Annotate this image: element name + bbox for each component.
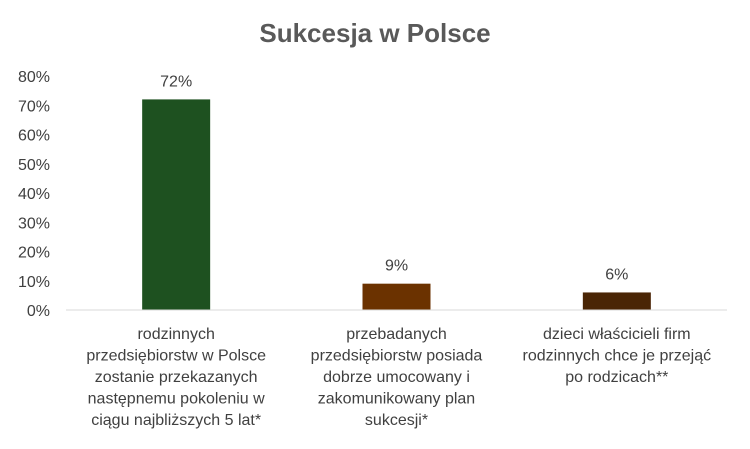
bar	[362, 283, 431, 310]
y-tick-label: 40%	[18, 186, 50, 203]
category-label: przebadanych przedsiębiorstw posiada dobrz…	[311, 326, 483, 429]
y-tick-label: 80%	[18, 69, 50, 86]
category-label-line: następnemu pokoleniu w	[88, 391, 265, 408]
y-tick-label: 10%	[18, 274, 50, 291]
category-label-line: przedsiębiorstw w Polsce	[86, 348, 266, 365]
bar	[582, 292, 651, 310]
data-label: 72%	[160, 73, 192, 90]
category-label-line: przedsiębiorstw posiada	[311, 348, 483, 365]
category-label-line: dobrze umocowany i	[323, 369, 470, 386]
category-label: rodzinnych przedsiębiorstw w Polsce zostan…	[86, 326, 266, 429]
chart-title: Sukcesja w Polsce	[259, 18, 490, 48]
y-tick-label: 70%	[18, 98, 50, 115]
data-label: 9%	[385, 258, 408, 275]
category-label-line: przebadanych	[346, 326, 447, 343]
category-label-line: dzieci właścicieli firm	[543, 326, 691, 343]
category-label-line: zakomunikowany plan	[318, 391, 475, 408]
category-label: dzieci właścicieli firm rodzinnych chce j…	[523, 326, 712, 386]
category-label-line: sukcesji*	[365, 412, 428, 429]
category-label-line: rodzinnych	[137, 326, 214, 343]
y-tick-label: 20%	[18, 245, 50, 262]
data-labels: 72% 9% 6%	[160, 73, 628, 283]
y-tick-label: 50%	[18, 157, 50, 174]
category-labels: rodzinnych przedsiębiorstw w Polsce zostan…	[86, 326, 711, 429]
y-tick-label: 60%	[18, 128, 50, 145]
category-label-line: ciągu najbliższych 5 lat*	[91, 412, 261, 429]
y-axis: 0% 10% 20% 30% 40% 50% 60% 70% 80%	[18, 69, 50, 320]
bars	[142, 99, 651, 311]
y-tick-label: 30%	[18, 215, 50, 232]
category-label-line: po rodzicach**	[565, 369, 668, 386]
bar	[142, 99, 211, 311]
category-label-line: zostanie przekazanych	[95, 369, 258, 386]
data-label: 6%	[605, 266, 628, 283]
category-label-line: rodzinnych chce je przejąć	[523, 348, 712, 365]
y-tick-label: 0%	[27, 303, 50, 320]
